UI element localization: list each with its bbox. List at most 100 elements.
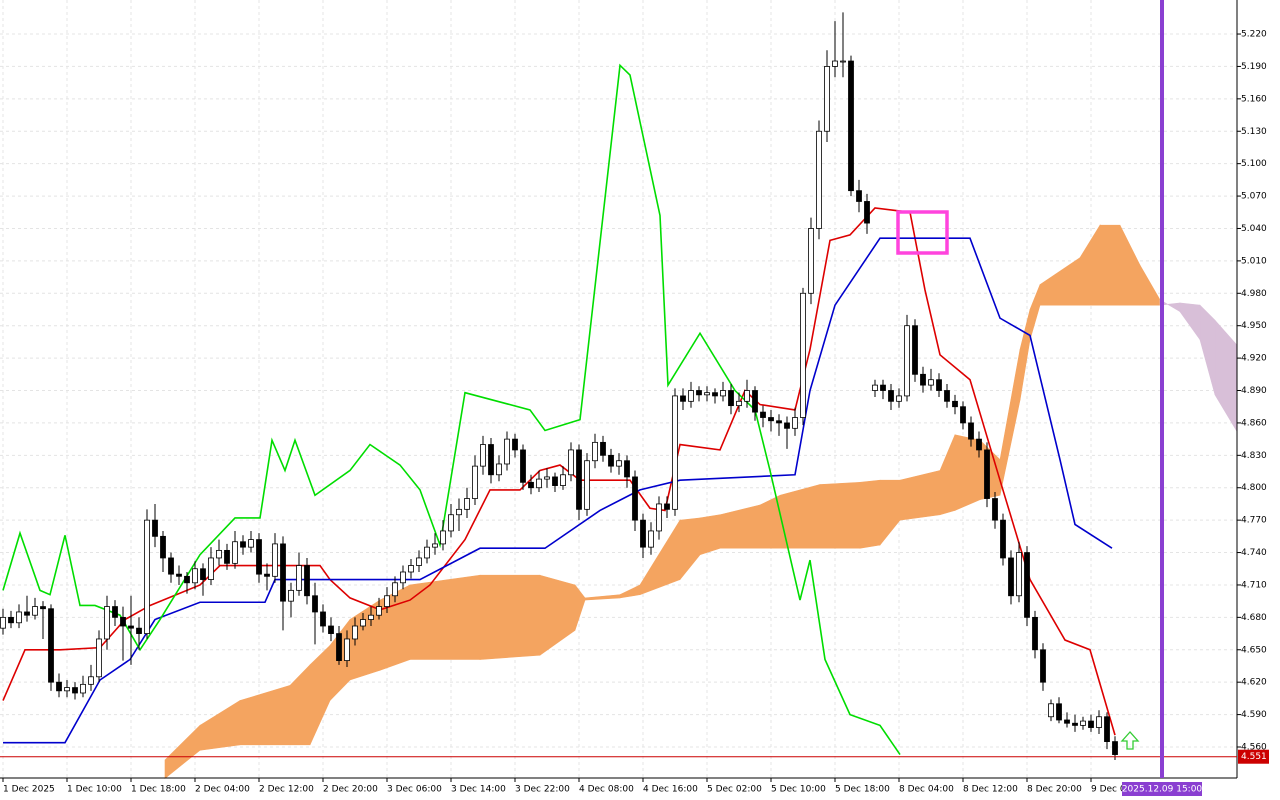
candle-body — [688, 390, 694, 402]
y-tick-label: 4.680 — [1241, 613, 1267, 623]
candle-body — [536, 478, 542, 489]
candle-body — [440, 530, 446, 545]
y-tick-label: 4.620 — [1241, 678, 1267, 688]
candle-body — [1040, 649, 1046, 683]
candle-body — [1024, 552, 1030, 618]
candle-body — [776, 420, 782, 424]
cloud — [164, 224, 1238, 779]
candle-body — [560, 474, 566, 486]
candle-body — [608, 454, 614, 467]
candle-body — [16, 611, 22, 624]
candle-body — [496, 463, 502, 476]
cloud-segment — [1099, 224, 1121, 306]
candle-body — [24, 611, 30, 616]
candle-body — [112, 606, 118, 618]
candle-body — [992, 498, 998, 521]
candle-body — [872, 384, 878, 391]
candle-body — [248, 539, 254, 548]
candle-body — [880, 384, 886, 391]
candle-body — [592, 441, 598, 462]
candle-body — [472, 465, 478, 499]
candle-body — [384, 595, 390, 607]
candle-body — [1112, 741, 1118, 755]
candle-body — [504, 438, 510, 465]
candle-body — [120, 616, 126, 627]
candle-body — [728, 390, 734, 407]
y-tick-label: 5.130 — [1241, 127, 1267, 137]
candle-body — [640, 519, 646, 548]
candle-body — [176, 573, 182, 577]
y-tick-label: 4.860 — [1241, 418, 1267, 428]
y-tick-label: 4.590 — [1241, 710, 1267, 720]
price-label-box — [1238, 749, 1269, 764]
y-tick-label: 4.650 — [1241, 645, 1267, 655]
x-tick-label: 8 Dec 04:00 — [899, 785, 954, 795]
candle-body — [824, 66, 830, 132]
y-tick-label: 4.830 — [1241, 451, 1267, 461]
cloud-segment — [819, 482, 861, 549]
candle-body — [752, 390, 758, 413]
candle-body — [1016, 552, 1022, 597]
candle-body — [32, 606, 38, 616]
candle-body — [96, 638, 102, 678]
cloud-segment — [699, 514, 721, 556]
candle-body — [88, 676, 94, 685]
y-tick-label: 4.800 — [1241, 483, 1267, 493]
candle-body — [808, 228, 814, 294]
candle-body — [104, 606, 110, 640]
candle-body — [736, 400, 742, 407]
candle-body — [232, 541, 238, 564]
candle-body — [136, 627, 142, 634]
x-tick-label: 2 Dec 12:00 — [259, 785, 314, 795]
cloud-segment — [479, 574, 541, 660]
candle-body — [0, 616, 6, 629]
candles — [0, 12, 1118, 760]
candle-body — [432, 543, 438, 548]
y-tick-label: 5.220 — [1241, 30, 1267, 40]
candle-body — [968, 422, 974, 440]
candle-body — [704, 392, 710, 396]
candle-body — [656, 503, 662, 532]
price-label: 4.551 — [1241, 752, 1267, 762]
candle-body — [976, 438, 982, 451]
candle-body — [1048, 703, 1054, 718]
indicator-line — [3, 237, 1113, 744]
candle-body — [832, 60, 838, 67]
candle-body — [352, 625, 358, 640]
candle-body — [240, 541, 246, 548]
candle-body — [304, 565, 310, 597]
cloud-segment — [859, 479, 881, 549]
candle-body — [664, 503, 670, 510]
candle-body — [160, 535, 166, 559]
y-tick-label: 4.740 — [1241, 548, 1267, 558]
candle-body — [8, 616, 14, 624]
candle-body — [336, 633, 342, 661]
candle-body — [224, 549, 230, 564]
candle-body — [904, 325, 910, 397]
candle-body — [936, 379, 942, 391]
y-tick-label: 5.040 — [1241, 224, 1267, 234]
x-tick-label: 8 Dec 20:00 — [1027, 785, 1082, 795]
candle-body — [696, 390, 702, 396]
candle-body — [216, 549, 222, 559]
candle-body — [1056, 703, 1062, 721]
cursor-label-box — [1122, 782, 1202, 796]
candle-body — [720, 390, 726, 397]
x-tick-label: 5 Dec 18:00 — [835, 785, 890, 795]
x-tick-label: 1 Dec 2025 — [3, 785, 55, 795]
x-tick-label: 5 Dec 02:00 — [707, 785, 762, 795]
candle-body — [800, 292, 806, 418]
candle-body — [344, 638, 350, 661]
y-tick-label: 5.100 — [1241, 159, 1267, 169]
candle-body — [400, 571, 406, 584]
x-tick-label: 1 Dec 10:00 — [67, 785, 122, 795]
axes: 5.220 5.190 5.160 5.130 5.100 5.070 5.040 5.010… — [2, 30, 1267, 795]
cloud-segment — [409, 574, 481, 660]
candle-body — [72, 687, 78, 694]
candle-body — [48, 608, 54, 683]
candle-body — [712, 392, 718, 397]
candle-body — [952, 400, 958, 408]
candle-body — [520, 449, 526, 483]
